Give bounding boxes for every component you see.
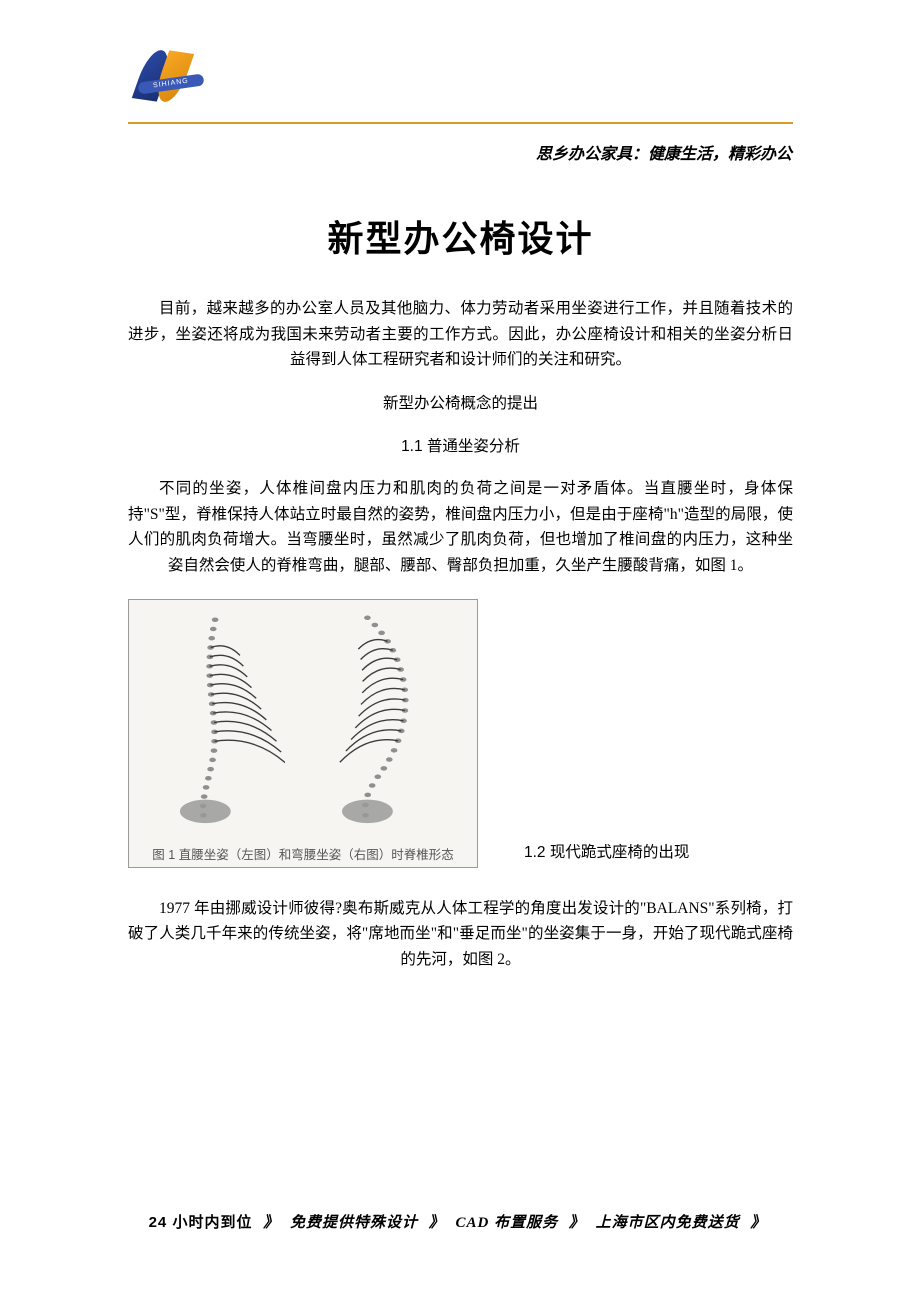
footer-sep-1: 》 — [263, 1215, 279, 1231]
intro-paragraph: 目前，越来越多的办公室人员及其他脑力、体力劳动者采用坐姿进行工作，并且随着技术的… — [128, 296, 793, 373]
footer-sep-4: 》 — [750, 1215, 766, 1231]
footer-item-4: 上海市区内免费送货 — [596, 1215, 740, 1231]
document-body: 新型办公椅设计 目前，越来越多的办公室人员及其他脑力、体力劳动者采用坐姿进行工作… — [128, 210, 793, 972]
spine-upright-illustration — [155, 608, 285, 828]
section-1-1-label: 1.1 普通坐姿分析 — [128, 434, 793, 456]
footer-item-2: 免费提供特殊设计 — [290, 1215, 418, 1231]
header-underline — [128, 122, 793, 124]
footer-services: 24 小时内到位 》 免费提供特殊设计 》 CAD 布置服务 》 上海市区内免费… — [128, 1211, 793, 1232]
footer-item-3: CAD 布置服务 — [456, 1215, 559, 1231]
header-slogan: 思乡办公家具：健康生活，精彩办公 — [536, 140, 792, 164]
brand-logo: SIHIANG — [128, 48, 208, 118]
section-1-2-label: 1.2 现代跪式座椅的出现 — [524, 840, 689, 868]
section-1-2-paragraph: 1977 年由挪威设计师彼得?奥布斯威克从人体工程学的角度出发设计的"BALAN… — [128, 896, 793, 973]
figure-1-caption: 图 1 直腰坐姿（左图）和弯腰坐姿（右图）时脊椎形态 — [137, 844, 469, 863]
footer-sep-3: 》 — [569, 1215, 585, 1231]
logo-swoosh: SIHIANG — [138, 48, 188, 103]
figure-1-row: 图 1 直腰坐姿（左图）和弯腰坐姿（右图）时脊椎形态 1.2 现代跪式座椅的出现 — [128, 599, 793, 868]
section-1-1-paragraph: 不同的坐姿，人体椎间盘内压力和肌肉的负荷之间是一对矛盾体。当直腰坐时，身体保持"… — [128, 476, 793, 578]
footer-sep-2: 》 — [429, 1215, 445, 1231]
concept-heading: 新型办公椅概念的提出 — [128, 391, 793, 417]
spine-bent-illustration — [321, 608, 451, 828]
figure-1-box: 图 1 直腰坐姿（左图）和弯腰坐姿（右图）时脊椎形态 — [128, 599, 478, 868]
document-title: 新型办公椅设计 — [128, 210, 793, 262]
footer-item-1: 24 小时内到位 — [149, 1214, 253, 1231]
